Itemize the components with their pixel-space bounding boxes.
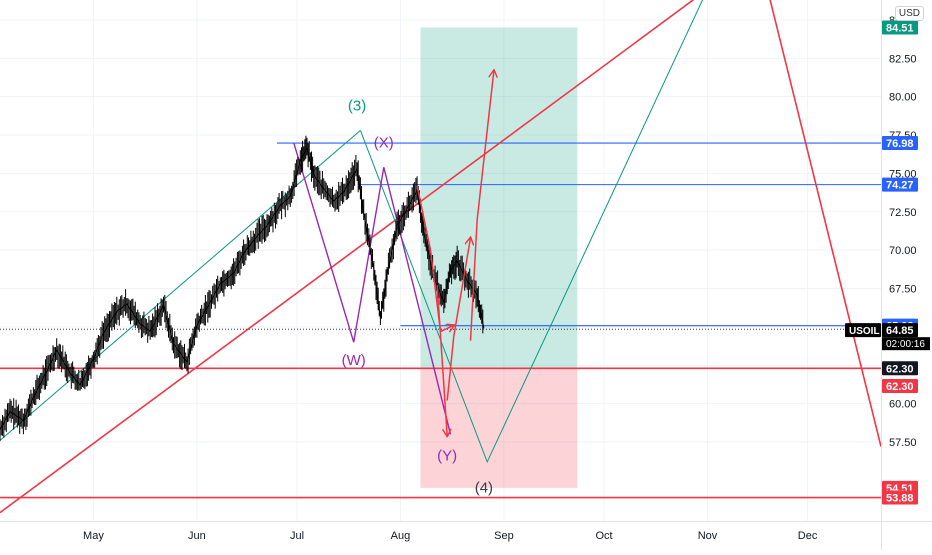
symbol-tag xyxy=(845,323,881,338)
wave-label: (4) xyxy=(475,480,493,497)
wave-label: (X) xyxy=(374,134,394,151)
countdown-text: 02:00:16 xyxy=(886,339,925,350)
x-tick-label: Oct xyxy=(595,530,612,542)
trend-line xyxy=(0,130,361,441)
projection-arrow xyxy=(416,185,454,333)
wave-label: (Y) xyxy=(437,447,457,464)
price-tag-53-88 xyxy=(882,490,918,505)
x-axis: May Jun Jul Aug Sep Oct Nov Dec xyxy=(83,530,818,542)
price-tag-text: 62.30 xyxy=(886,381,914,393)
plot-area: (3) (X) (W) (Y) (4) xyxy=(0,0,881,514)
price-tag-text: 62.30 xyxy=(886,363,914,375)
trend-line xyxy=(0,0,695,514)
price-tag-text: 76.98 xyxy=(886,138,914,150)
price-tag-84-51 xyxy=(882,20,918,35)
price-tag-text: 53.88 xyxy=(886,493,914,505)
x-tick-label: Sep xyxy=(494,530,514,542)
price-tag-text: 84.51 xyxy=(886,22,914,34)
x-tick-label: Aug xyxy=(391,530,411,542)
wave-label: (W) xyxy=(342,352,366,369)
price-tag-text: 64.85 xyxy=(886,325,914,337)
y-tick-label: 60.00 xyxy=(889,399,917,411)
x-tick-label: Nov xyxy=(698,530,718,542)
projection-arrow xyxy=(446,238,470,401)
y-tick-label: 82.50 xyxy=(889,53,917,65)
price-tags: 84.5176.9874.2765.0864.8562.3062.3054.51… xyxy=(882,20,930,505)
y-tick-label: 80.00 xyxy=(889,92,917,104)
wave-path xyxy=(293,142,452,435)
target-zone xyxy=(420,27,578,369)
price-tag-74-27 xyxy=(882,177,918,192)
wave-label: (3) xyxy=(348,97,366,114)
currency-label[interactable]: USD xyxy=(894,6,924,21)
x-tick-label: May xyxy=(83,530,104,542)
y-tick-label: 70.00 xyxy=(889,245,917,257)
price-tag-62-30 xyxy=(882,361,918,376)
y-tick-label: 75.00 xyxy=(889,168,917,180)
price-line xyxy=(0,145,485,430)
projection-arrow xyxy=(469,71,494,341)
x-tick-label: Dec xyxy=(798,530,818,542)
y-tick-label: 72.50 xyxy=(889,207,917,219)
countdown-tag xyxy=(882,337,930,351)
projection-arrow xyxy=(436,285,447,435)
trend-line xyxy=(769,0,881,447)
x-tick-label: Jul xyxy=(290,530,304,542)
y-tick-label: 67.50 xyxy=(889,284,917,296)
x-tick-label: Jun xyxy=(188,530,206,542)
symbol-tag-text: USOIL xyxy=(849,326,880,337)
price-tag-64-85 xyxy=(882,323,918,338)
y-tick-label: 57.50 xyxy=(889,437,917,449)
price-tag-text: 74.27 xyxy=(886,180,914,192)
price-tag-76-98 xyxy=(882,136,918,151)
price-tag-62-30 xyxy=(882,378,918,393)
